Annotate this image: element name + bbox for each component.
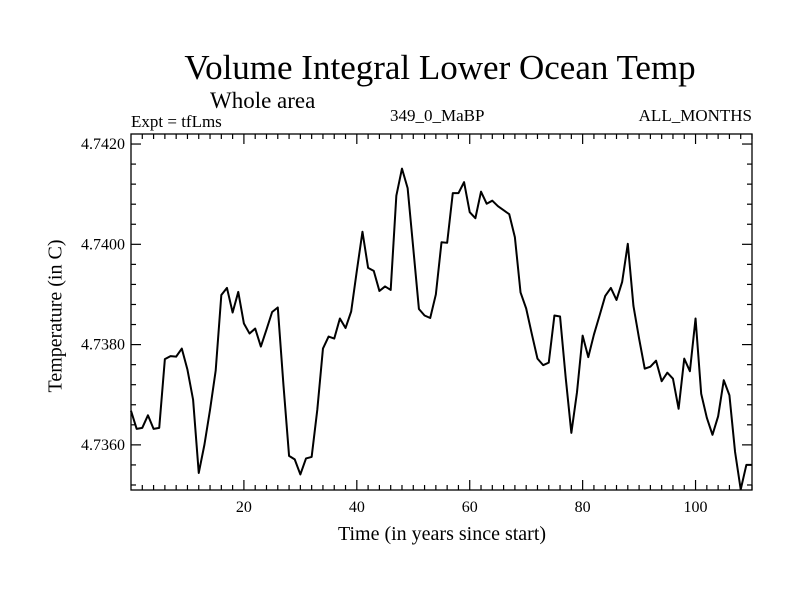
y-axis-label: Temperature (in C) — [44, 239, 67, 393]
plot-frame — [130, 133, 753, 491]
y-tick-label: 4.7360 — [81, 437, 125, 454]
x-axis-label: Time (in years since start) — [337, 523, 547, 545]
y-tick-label: 4.7400 — [81, 236, 125, 253]
x-tick-label: 60 — [462, 499, 478, 516]
chart-title: Volume Integral Lower Ocean Temp — [184, 48, 696, 87]
series-line — [130, 167, 752, 491]
x-tick-label: 40 — [349, 499, 365, 516]
tick-labels: 20 40 60 80 100 4.7360 4.7380 4.7400 4.7420 — [81, 136, 708, 516]
y-tick-label: 4.7420 — [81, 136, 125, 153]
months-label: ALL_MONTHS — [638, 106, 752, 125]
experiment-label: Expt = tfLms — [131, 112, 222, 131]
x-tick-label: 80 — [575, 499, 591, 516]
tick-marks — [131, 134, 753, 490]
chart-subtitle: Whole area — [210, 88, 316, 113]
x-tick-label: 20 — [236, 499, 252, 516]
x-tick-label: 100 — [684, 499, 708, 516]
period-label: 349_0_MaBP — [390, 106, 485, 125]
y-tick-label: 4.7380 — [81, 337, 125, 354]
